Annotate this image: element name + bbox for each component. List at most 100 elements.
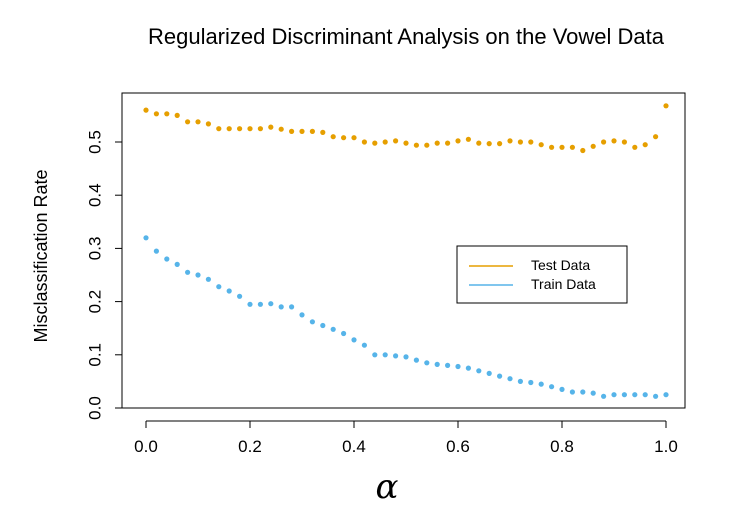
x-tick-label: 0.2 [238,437,262,456]
point-test [153,111,159,117]
chart-title: Regularized Discriminant Analysis on the… [148,24,665,49]
point-train [590,390,596,396]
point-test [497,141,503,147]
point-test [205,121,211,127]
point-test [507,138,513,144]
point-test [216,126,222,132]
point-test [445,140,451,146]
point-test [164,111,170,117]
point-test [393,138,399,144]
point-test [341,135,347,141]
legend: Test Data Train Data [456,245,628,304]
point-test [559,144,565,150]
point-test [601,139,607,145]
x-tick-label: 0.8 [550,437,574,456]
series-layer [143,103,669,399]
point-test [289,128,295,134]
y-tick-label: 0.4 [85,183,104,207]
point-train [538,381,544,387]
point-test [299,128,305,134]
point-train [216,284,222,290]
point-train [611,392,617,398]
y-tick-label: 0.2 [85,290,104,314]
series-test [143,103,669,154]
point-train [653,393,659,399]
point-test [517,139,524,145]
point-train [205,276,211,282]
point-train [372,352,378,358]
point-train [455,363,461,370]
point-train [278,304,284,310]
point-train [434,361,440,367]
point-train [185,269,191,275]
point-test [434,140,440,146]
point-test [143,107,149,113]
point-test [174,112,180,118]
point-train [632,392,638,398]
point-train [320,322,326,329]
point-train [164,256,170,262]
point-train [330,326,336,332]
y-axis-label: Misclassification Rate [31,169,51,342]
y-tick-label: 0.1 [85,343,104,367]
point-train [174,261,180,267]
series-train [143,235,669,399]
point-test [382,139,388,145]
point-test [372,140,378,146]
point-test [455,138,461,144]
point-test [237,126,243,132]
point-test [351,135,357,141]
point-train [601,393,607,399]
point-test [320,129,326,135]
point-train [309,319,315,325]
point-train [289,304,295,310]
point-test [663,103,669,109]
point-train [393,353,399,359]
point-train [341,330,347,337]
y-tick-label: 0.5 [85,130,104,154]
point-test [590,143,596,149]
legend-box [456,245,628,304]
point-test [403,140,409,146]
point-train [621,392,628,398]
point-train [663,392,669,398]
point-train [351,337,357,343]
point-test [528,139,534,145]
point-train [445,362,451,368]
point-train [237,293,243,299]
point-train [517,378,524,384]
point-test [247,126,253,132]
point-test [195,119,201,125]
x-tick-label: 1.0 [654,437,678,456]
point-test [413,142,419,148]
point-test [653,134,659,140]
point-test [621,139,628,145]
point-train [153,248,159,254]
point-train [549,384,555,390]
point-train [476,368,482,374]
point-train [361,342,367,348]
y-tick-label: 0.0 [85,396,104,420]
point-test [278,126,284,132]
point-train [268,301,274,307]
point-test [424,142,430,148]
point-train [143,235,149,241]
point-train [413,357,419,363]
point-train [257,301,263,307]
point-train [507,376,513,382]
point-train [195,272,201,278]
point-test [257,126,263,132]
x-tick-label: 0.6 [446,437,470,456]
point-train [559,386,565,392]
x-axis-label: α [376,467,399,507]
point-test [185,119,191,125]
point-train [465,365,471,371]
point-train [299,312,305,318]
point-train [580,389,586,395]
point-train [569,389,576,395]
point-test [538,142,544,148]
point-test [611,138,617,144]
point-test [465,136,471,142]
